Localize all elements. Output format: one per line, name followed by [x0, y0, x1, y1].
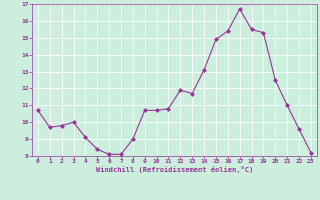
- X-axis label: Windchill (Refroidissement éolien,°C): Windchill (Refroidissement éolien,°C): [96, 166, 253, 173]
